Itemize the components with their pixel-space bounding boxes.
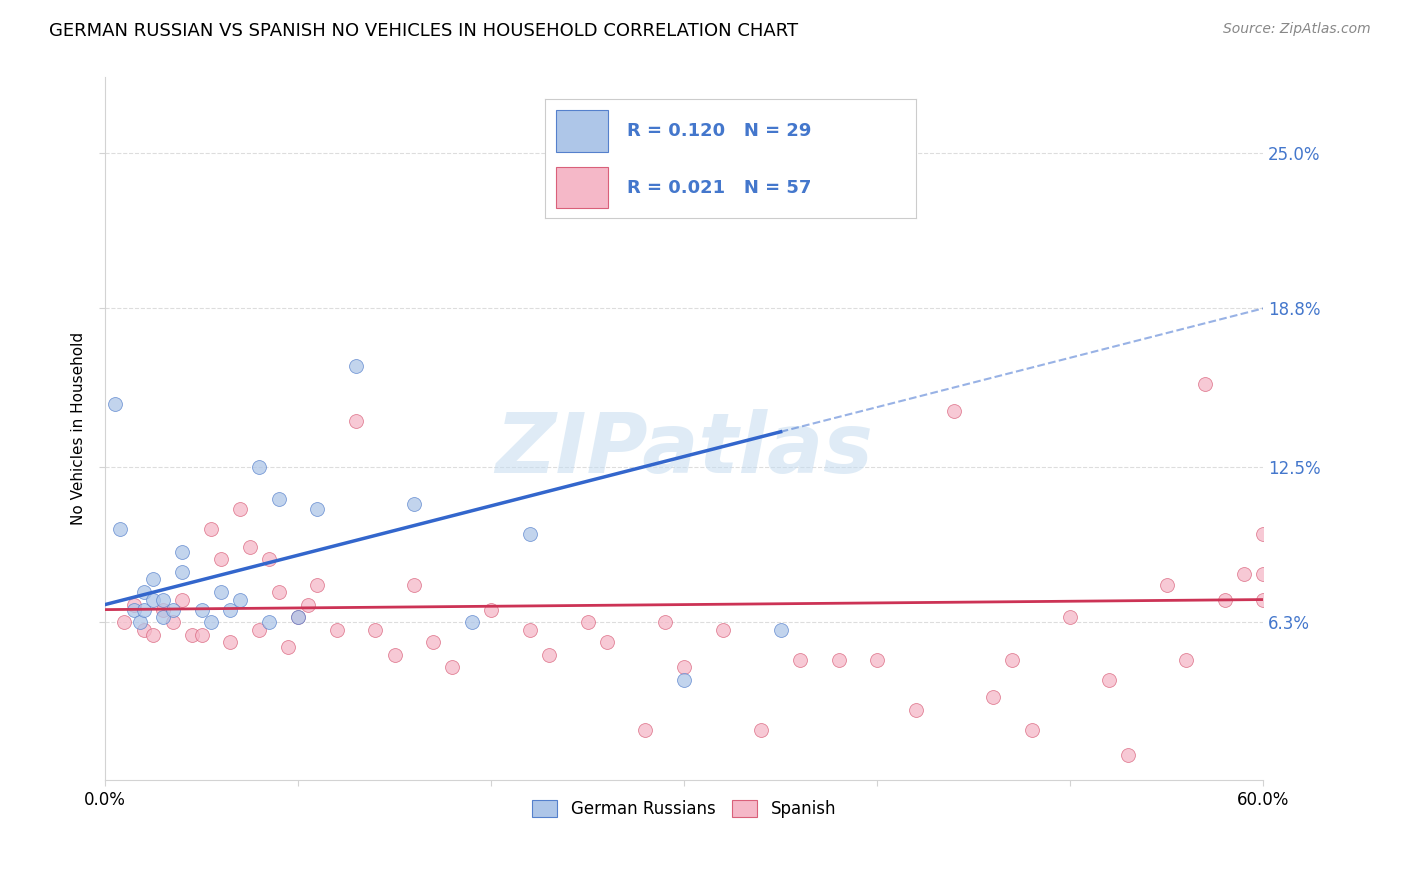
Point (904, 703, 927, 717)
Point (257, 615, 280, 629)
Point (537, 648, 560, 662)
Point (229, 502, 252, 516)
Point (219, 635, 242, 649)
Point (249, 623, 271, 637)
Point (277, 640, 299, 655)
Point (519, 623, 541, 637)
Point (307, 502, 329, 516)
Point (132, 623, 155, 637)
Point (344, 359, 367, 373)
Point (384, 648, 406, 662)
Point (239, 540, 262, 554)
Y-axis label: No Vehicles in Household: No Vehicles in Household (72, 333, 86, 525)
Point (673, 660, 696, 674)
Point (142, 573, 165, 587)
Point (172, 545, 194, 559)
Point (162, 615, 184, 629)
Point (1116, 748, 1139, 763)
Point (267, 585, 290, 599)
Point (152, 592, 174, 607)
Point (219, 602, 242, 616)
Point (789, 653, 811, 667)
Point (769, 623, 792, 637)
Point (1059, 610, 1081, 624)
Point (209, 585, 232, 599)
Point (711, 623, 734, 637)
Point (364, 623, 387, 637)
Point (142, 628, 165, 642)
Point (1251, 592, 1274, 607)
Point (576, 615, 599, 629)
Point (1194, 376, 1216, 391)
Point (479, 602, 502, 616)
Point (249, 459, 271, 474)
Point (180, 628, 202, 642)
Point (152, 610, 174, 624)
Point (654, 615, 676, 629)
Point (673, 673, 696, 687)
Point (307, 577, 329, 591)
Point (110, 522, 132, 536)
Point (200, 522, 222, 536)
Point (132, 585, 155, 599)
Text: GERMAN RUSSIAN VS SPANISH NO VEHICLES IN HOUSEHOLD CORRELATION CHART: GERMAN RUSSIAN VS SPANISH NO VEHICLES IN… (49, 22, 799, 40)
Point (229, 592, 252, 607)
Point (749, 723, 772, 737)
Point (287, 610, 309, 624)
Point (1175, 653, 1198, 667)
Point (519, 527, 541, 541)
Point (402, 497, 425, 511)
Point (200, 615, 222, 629)
Point (162, 602, 184, 616)
Point (297, 598, 319, 612)
Point (172, 565, 194, 579)
Point (190, 628, 212, 642)
Point (634, 723, 657, 737)
Point (142, 592, 165, 607)
Point (1251, 527, 1274, 541)
Point (287, 610, 309, 624)
Point (827, 653, 849, 667)
Point (1213, 592, 1236, 607)
Point (267, 492, 290, 507)
Legend: German Russians, Spanish: German Russians, Spanish (526, 793, 842, 825)
Point (325, 623, 347, 637)
Point (152, 602, 174, 616)
Point (422, 635, 444, 649)
Point (172, 592, 194, 607)
Point (866, 653, 889, 667)
Point (441, 660, 464, 674)
Point (257, 552, 280, 566)
Text: ZIPatlas: ZIPatlas (495, 409, 873, 491)
Point (402, 577, 425, 591)
Point (209, 552, 232, 566)
Point (104, 397, 127, 411)
Point (1233, 567, 1256, 582)
Point (1001, 653, 1024, 667)
Text: Source: ZipAtlas.com: Source: ZipAtlas.com (1223, 22, 1371, 37)
Point (943, 404, 966, 418)
Point (1021, 723, 1043, 737)
Point (344, 414, 367, 428)
Point (596, 635, 619, 649)
Point (1098, 673, 1121, 687)
Point (461, 615, 484, 629)
Point (1251, 567, 1274, 582)
Point (128, 615, 150, 629)
Point (190, 602, 212, 616)
Point (981, 690, 1004, 705)
Point (132, 602, 155, 616)
Point (1156, 577, 1178, 591)
Point (122, 602, 145, 616)
Point (122, 598, 145, 612)
Point (112, 615, 135, 629)
